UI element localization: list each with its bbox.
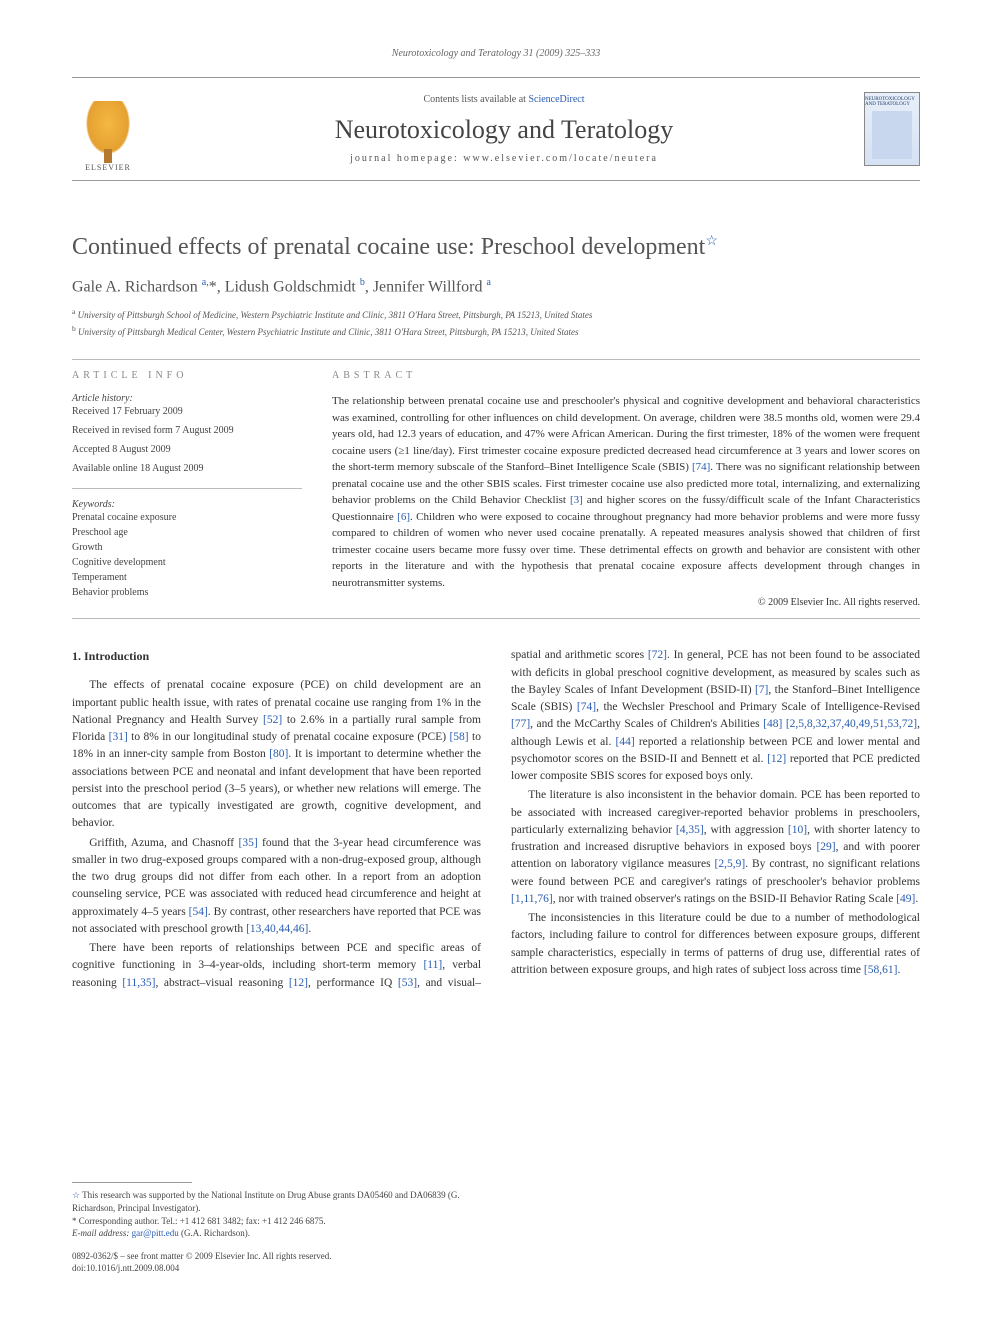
journal-name: Neurotoxicology and Teratology [144, 115, 864, 145]
issn-doi: 0892-0362/$ – see front matter © 2009 El… [72, 1250, 482, 1275]
history-box: Article history: Received 17 February 20… [72, 393, 302, 489]
publisher-name: ELSEVIER [85, 163, 131, 172]
body-paragraph: Griffith, Azuma, and Chasnoff [35] found… [72, 835, 481, 939]
funding-note: ☆ This research was supported by the Nat… [72, 1189, 482, 1214]
abstract-text: The relationship between prenatal cocain… [332, 393, 920, 591]
keywords-list: Prenatal cocaine exposurePreschool ageGr… [72, 510, 302, 600]
homepage-prefix: journal homepage: [350, 153, 463, 164]
funding-text: This research was supported by the Natio… [72, 1190, 460, 1213]
star-icon: ☆ [72, 1190, 80, 1200]
body-paragraph: The inconsistencies in this literature c… [511, 910, 920, 979]
sciencedirect-link[interactable]: ScienceDirect [528, 94, 584, 105]
divider [72, 618, 920, 619]
elsevier-tree-icon [84, 101, 132, 157]
homepage-url: www.elsevier.com/locate/neutera [463, 153, 658, 164]
homepage-line: journal homepage: www.elsevier.com/locat… [144, 153, 864, 164]
affiliations: a University of Pittsburgh School of Med… [72, 306, 920, 339]
abstract-head: ABSTRACT [332, 370, 920, 381]
issn-line: 0892-0362/$ – see front matter © 2009 El… [72, 1250, 482, 1263]
doi-line: doi:10.1016/j.ntt.2009.08.004 [72, 1262, 482, 1275]
contents-prefix: Contents lists available at [423, 94, 528, 105]
cover-art-icon [872, 111, 912, 159]
email-name: (G.A. Richardson). [181, 1228, 250, 1238]
email-label: E-mail address: [72, 1228, 129, 1238]
abstract-copyright: © 2009 Elsevier Inc. All rights reserved… [332, 597, 920, 608]
masthead-center: Contents lists available at ScienceDirec… [144, 94, 864, 164]
footnote-star-icon[interactable]: ☆ [705, 234, 718, 249]
footnotes: ☆ This research was supported by the Nat… [72, 1182, 482, 1275]
publisher-logo: ELSEVIER [72, 86, 144, 172]
article: Continued effects of prenatal cocaine us… [72, 233, 920, 992]
article-title: Continued effects of prenatal cocaine us… [72, 233, 920, 261]
history-label: Article history: [72, 393, 302, 404]
cover-label: NEUROTOXICOLOGY AND TERATOLOGY [865, 97, 919, 107]
running-head: Neurotoxicology and Teratology 31 (2009)… [0, 0, 992, 59]
email-link[interactable]: gar@pitt.edu [132, 1228, 179, 1238]
email-note: E-mail address: gar@pitt.edu (G.A. Richa… [72, 1227, 482, 1240]
masthead: ELSEVIER Contents lists available at Sci… [72, 77, 920, 181]
corresponding-text: Corresponding author. Tel.: +1 412 681 3… [79, 1216, 326, 1226]
section-title: 1. Introduction [72, 647, 481, 665]
article-info-column: ARTICLE INFO Article history: Received 1… [72, 370, 302, 608]
divider [72, 359, 920, 360]
article-info-head: ARTICLE INFO [72, 370, 302, 381]
body-columns: 1. Introduction The effects of prenatal … [72, 647, 920, 992]
journal-cover-thumbnail: NEUROTOXICOLOGY AND TERATOLOGY [864, 92, 920, 166]
info-abstract-row: ARTICLE INFO Article history: Received 1… [72, 370, 920, 608]
footnote-rule [72, 1182, 192, 1183]
corresponding-note: * Corresponding author. Tel.: +1 412 681… [72, 1215, 482, 1228]
abstract-column: ABSTRACT The relationship between prenat… [332, 370, 920, 608]
contents-line: Contents lists available at ScienceDirec… [144, 94, 864, 105]
body-paragraph: The effects of prenatal cocaine exposure… [72, 677, 481, 832]
title-text: Continued effects of prenatal cocaine us… [72, 234, 705, 260]
keywords-label: Keywords: [72, 499, 302, 510]
history-list: Received 17 February 2009Received in rev… [72, 404, 302, 476]
authors: Gale A. Richardson a,*, Lidush Goldschmi… [72, 277, 920, 296]
body-paragraph: The literature is also inconsistent in t… [511, 787, 920, 908]
